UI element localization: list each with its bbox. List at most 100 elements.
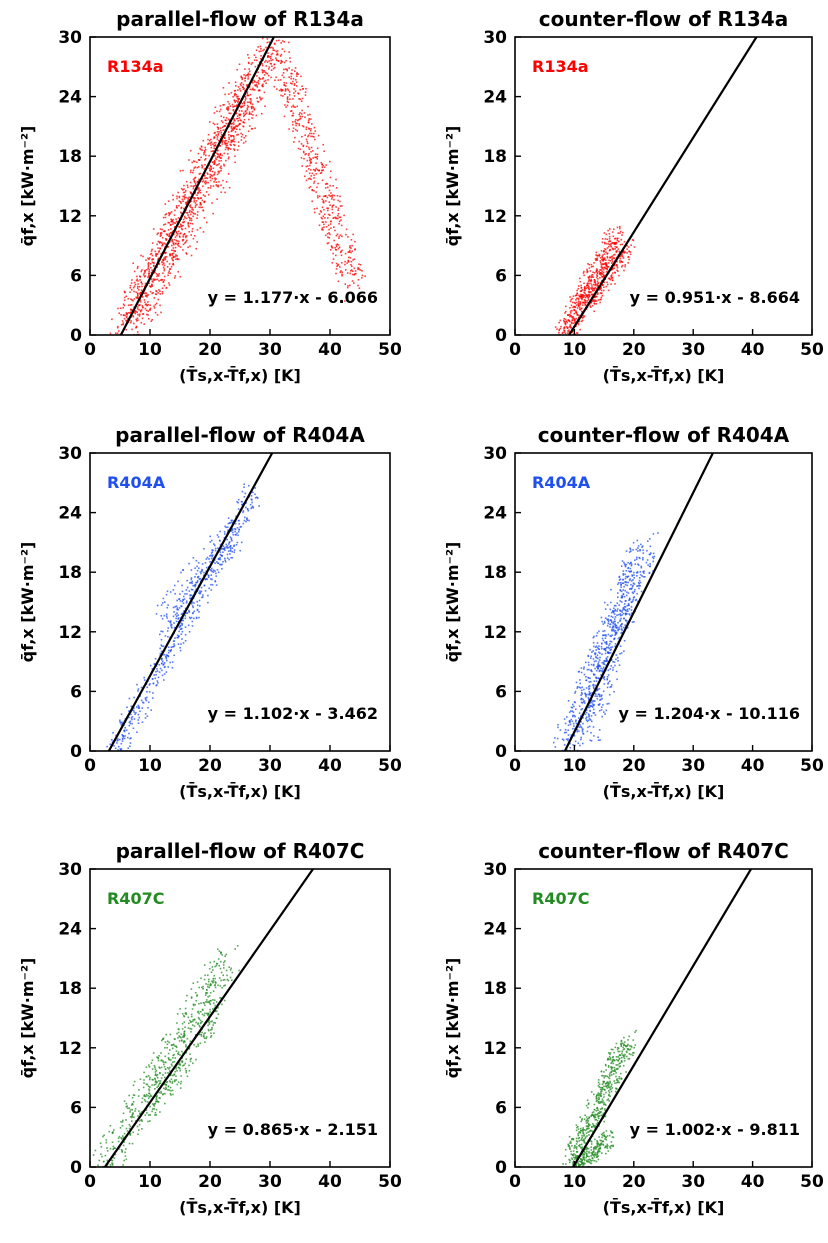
data-point	[566, 321, 568, 324]
data-point	[313, 174, 315, 177]
data-point	[175, 258, 177, 261]
data-point	[189, 171, 192, 174]
data-point	[232, 520, 235, 522]
data-point	[594, 280, 596, 282]
data-point	[233, 143, 235, 146]
data-point	[604, 617, 607, 619]
data-point	[591, 1111, 594, 1114]
data-point	[260, 112, 263, 115]
data-point	[131, 709, 134, 712]
data-point	[168, 1080, 171, 1082]
data-point	[212, 554, 214, 556]
data-point	[149, 1120, 151, 1122]
data-point	[582, 728, 584, 730]
data-point	[168, 233, 171, 235]
data-point	[221, 143, 224, 145]
data-point	[602, 704, 604, 706]
data-point	[234, 527, 236, 530]
data-point	[588, 288, 591, 291]
data-point	[185, 1044, 187, 1046]
data-point	[337, 199, 339, 202]
data-point	[154, 1077, 156, 1080]
data-point	[137, 285, 139, 288]
data-point	[156, 243, 158, 246]
data-point	[174, 1070, 176, 1073]
data-point	[161, 645, 163, 647]
data-point	[154, 1066, 156, 1069]
data-point	[121, 1151, 123, 1153]
y-tick-label: 24	[58, 504, 82, 524]
y-tick-label: 18	[483, 563, 507, 583]
data-point	[601, 670, 603, 673]
scatter-series	[554, 225, 636, 335]
data-point	[616, 608, 619, 610]
data-point	[193, 591, 196, 593]
data-point	[244, 113, 247, 115]
data-point	[183, 215, 186, 218]
data-point	[171, 1064, 173, 1067]
data-point	[194, 585, 196, 588]
data-point	[191, 588, 194, 591]
data-point	[153, 1064, 156, 1067]
data-point	[137, 719, 140, 721]
data-point	[298, 140, 300, 143]
data-point	[244, 75, 247, 77]
data-point	[175, 1050, 178, 1052]
data-point	[627, 561, 629, 564]
data-point	[185, 241, 187, 243]
data-point	[580, 692, 583, 694]
data-point	[177, 217, 180, 219]
data-point	[173, 233, 175, 236]
data-point	[256, 97, 258, 99]
data-point	[290, 82, 292, 84]
data-point	[312, 168, 315, 171]
x-axis-label: (T̄s,x-T̄f,x) [K]	[603, 365, 725, 385]
data-point	[323, 223, 325, 226]
data-point	[334, 216, 337, 219]
data-point	[129, 720, 132, 723]
data-point	[345, 228, 348, 231]
data-point	[205, 558, 208, 560]
data-point	[155, 290, 158, 293]
data-point	[310, 135, 312, 138]
data-point	[250, 495, 253, 497]
data-point	[145, 294, 148, 297]
data-point	[614, 246, 617, 248]
data-point	[219, 540, 221, 542]
data-point	[157, 247, 159, 249]
data-point	[154, 1074, 157, 1076]
data-point	[167, 1058, 170, 1060]
data-point	[590, 282, 592, 285]
data-point	[147, 314, 149, 316]
data-point	[250, 98, 252, 100]
data-point	[223, 531, 226, 533]
data-point	[603, 263, 606, 265]
data-point	[304, 175, 306, 178]
data-point	[181, 1050, 183, 1053]
data-point	[228, 541, 231, 543]
data-point	[194, 202, 197, 204]
data-point	[162, 1074, 164, 1076]
data-point	[301, 109, 303, 112]
data-point	[223, 125, 225, 127]
data-point	[349, 257, 352, 259]
data-point	[611, 247, 614, 250]
data-point	[213, 543, 215, 545]
data-point	[606, 283, 609, 286]
data-point	[293, 83, 296, 85]
data-point	[612, 241, 615, 244]
data-point	[166, 1047, 168, 1049]
data-point	[629, 571, 631, 573]
data-point	[327, 242, 330, 244]
data-point	[189, 582, 191, 584]
data-point	[205, 983, 207, 985]
data-point	[202, 594, 204, 596]
data-point	[124, 291, 126, 294]
data-point	[598, 709, 601, 712]
data-point	[264, 105, 266, 107]
data-point	[134, 312, 137, 315]
data-point	[574, 294, 577, 297]
data-point	[188, 631, 191, 633]
data-point	[600, 272, 602, 275]
data-point	[208, 1001, 211, 1004]
